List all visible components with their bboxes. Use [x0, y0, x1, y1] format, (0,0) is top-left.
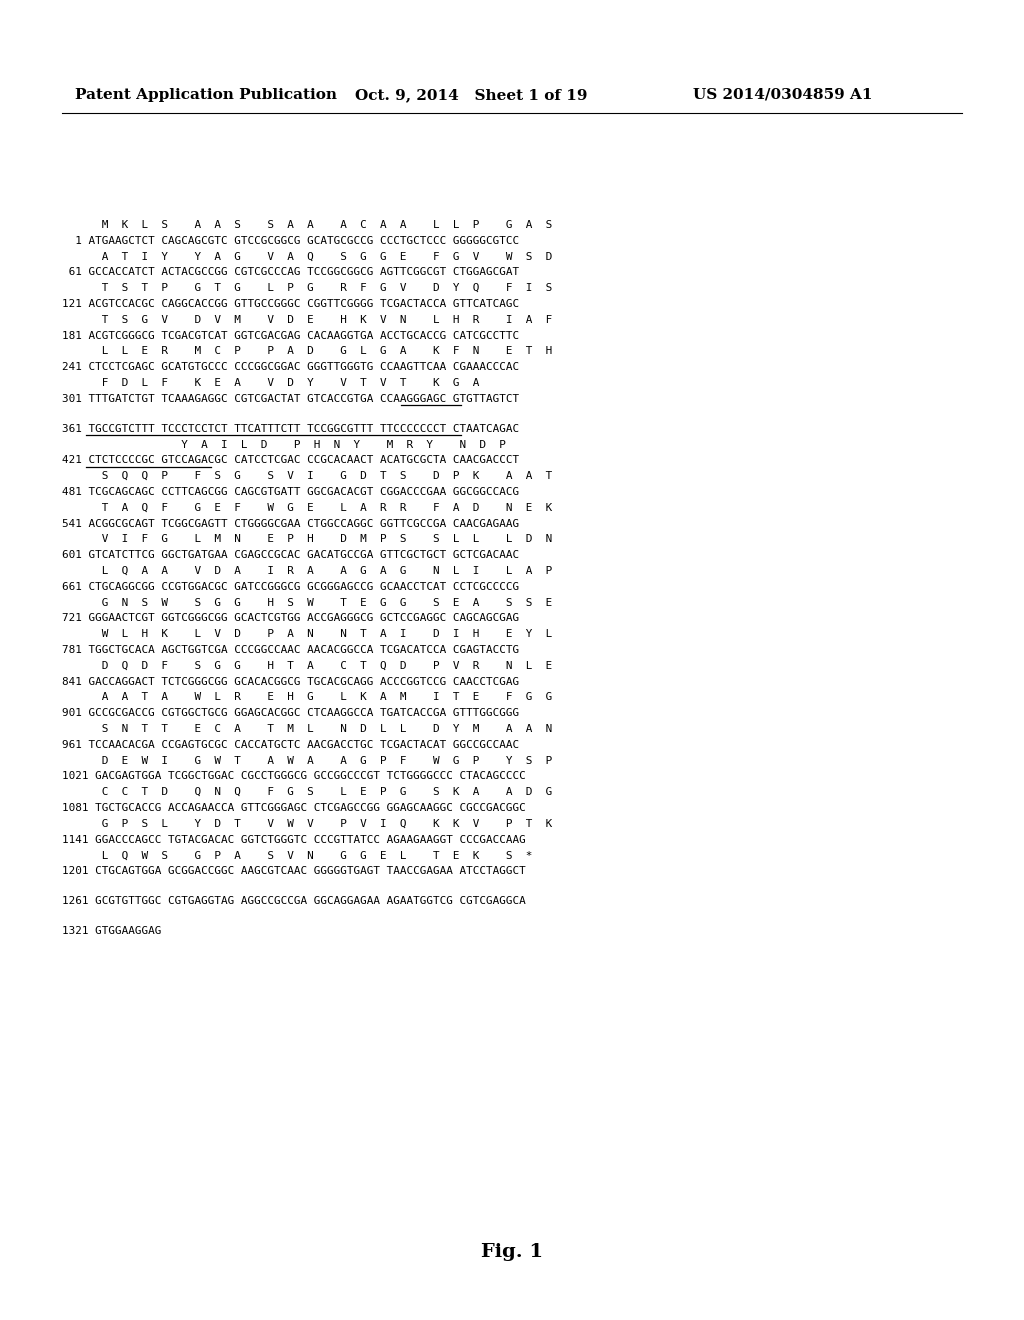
Text: 721 GGGAACTCGT GGTCGGGCGG GCACTCGTGG ACCGAGGGCG GCTCCGAGGC CAGCAGCGAG: 721 GGGAACTCGT GGTCGGGCGG GCACTCGTGG ACC…	[62, 614, 519, 623]
Text: US 2014/0304859 A1: US 2014/0304859 A1	[693, 88, 872, 102]
Text: G  P  S  L    Y  D  T    V  W  V    P  V  I  Q    K  K  V    P  T  K: G P S L Y D T V W V P V I Q K K V P T K	[62, 818, 552, 829]
Text: A  T  I  Y    Y  A  G    V  A  Q    S  G  G  E    F  G  V    W  S  D: A T I Y Y A G V A Q S G G E F G V W S D	[62, 252, 552, 261]
Text: 301 TTTGATCTGT TCAAAGAGGC CGTCGACTAT GTCACCGTGA CCAAGGGAGC GTGTTAGTCT: 301 TTTGATCTGT TCAAAGAGGC CGTCGACTAT GTC…	[62, 393, 519, 404]
Text: 1141 GGACCCAGCC TGTACGACAC GGTCTGGGTC CCCGTTATCC AGAAGAAGGT CCCGACCAAG: 1141 GGACCCAGCC TGTACGACAC GGTCTGGGTC CC…	[62, 834, 525, 845]
Text: T  S  G  V    D  V  M    V  D  E    H  K  V  N    L  H  R    I  A  F: T S G V D V M V D E H K V N L H R I A F	[62, 314, 552, 325]
Text: L  Q  A  A    V  D  A    I  R  A    A  G  A  G    N  L  I    L  A  P: L Q A A V D A I R A A G A G N L I L A P	[62, 566, 552, 576]
Text: L  Q  W  S    G  P  A    S  V  N    G  G  E  L    T  E  K    S  *: L Q W S G P A S V N G G E L T E K S *	[62, 850, 532, 861]
Text: 1 ATGAAGCTCT CAGCAGCGTC GTCCGCGGCG GCATGCGCCG CCCTGCTCCC GGGGGCGTCC: 1 ATGAAGCTCT CAGCAGCGTC GTCCGCGGCG GCATG…	[62, 236, 519, 246]
Text: D  E  W  I    G  W  T    A  W  A    A  G  P  F    W  G  P    Y  S  P: D E W I G W T A W A A G P F W G P Y S P	[62, 755, 552, 766]
Text: 1081 TGCTGCACCG ACCAGAACCA GTTCGGGAGC CTCGAGCCGG GGAGCAAGGC CGCCGACGGC: 1081 TGCTGCACCG ACCAGAACCA GTTCGGGAGC CT…	[62, 803, 525, 813]
Text: 1201 CTGCAGTGGA GCGGACCGGC AAGCGTCAAC GGGGGTGAGT TAACCGAGAA ATCCTAGGCT: 1201 CTGCAGTGGA GCGGACCGGC AAGCGTCAAC GG…	[62, 866, 525, 876]
Text: L  L  E  R    M  C  P    P  A  D    G  L  G  A    K  F  N    E  T  H: L L E R M C P P A D G L G A K F N E T H	[62, 346, 552, 356]
Text: W  L  H  K    L  V  D    P  A  N    N  T  A  I    D  I  H    E  Y  L: W L H K L V D P A N N T A I D I H E Y L	[62, 630, 552, 639]
Text: Oct. 9, 2014   Sheet 1 of 19: Oct. 9, 2014 Sheet 1 of 19	[355, 88, 588, 102]
Text: T  S  T  P    G  T  G    L  P  G    R  F  G  V    D  Y  Q    F  I  S: T S T P G T G L P G R F G V D Y Q F I S	[62, 284, 552, 293]
Text: S  N  T  T    E  C  A    T  M  L    N  D  L  L    D  Y  M    A  A  N: S N T T E C A T M L N D L L D Y M A A N	[62, 723, 552, 734]
Text: 481 TCGCAGCAGC CCTTCAGCGG CAGCGTGATT GGCGACACGT CGGACCCGAA GGCGGCCACG: 481 TCGCAGCAGC CCTTCAGCGG CAGCGTGATT GGC…	[62, 487, 519, 498]
Text: M  K  L  S    A  A  S    S  A  A    A  C  A  A    L  L  P    G  A  S: M K L S A A S S A A A C A A L L P G A S	[62, 220, 552, 230]
Text: 601 GTCATCTTCG GGCTGATGAA CGAGCCGCAC GACATGCCGA GTTCGCTGCT GCTCGACAAC: 601 GTCATCTTCG GGCTGATGAA CGAGCCGCAC GAC…	[62, 550, 519, 560]
Text: 61 GCCACCATCT ACTACGCCGG CGTCGCCCAG TCCGGCGGCG AGTTCGGCGT CTGGAGCGAT: 61 GCCACCATCT ACTACGCCGG CGTCGCCCAG TCCG…	[62, 268, 519, 277]
Text: 901 GCCGCGACCG CGTGGCTGCG GGAGCACGGC CTCAAGGCCA TGATCACCGA GTTTGGCGGG: 901 GCCGCGACCG CGTGGCTGCG GGAGCACGGC CTC…	[62, 709, 519, 718]
Text: 781 TGGCTGCACA AGCTGGTCGA CCCGGCCAAC AACACGGCCA TCGACATCCA CGAGTACCTG: 781 TGGCTGCACA AGCTGGTCGA CCCGGCCAAC AAC…	[62, 645, 519, 655]
Text: G  N  S  W    S  G  G    H  S  W    T  E  G  G    S  E  A    S  S  E: G N S W S G G H S W T E G G S E A S S E	[62, 598, 552, 607]
Text: V  I  F  G    L  M  N    E  P  H    D  M  P  S    S  L  L    L  D  N: V I F G L M N E P H D M P S S L L L D N	[62, 535, 552, 544]
Text: 661 CTGCAGGCGG CCGTGGACGC GATCCGGGCG GCGGGAGCCG GCAACCTCAT CCTCGCCCCG: 661 CTGCAGGCGG CCGTGGACGC GATCCGGGCG GCG…	[62, 582, 519, 591]
Text: 1321 GTGGAAGGAG: 1321 GTGGAAGGAG	[62, 927, 162, 936]
Text: 241 CTCCTCGAGC GCATGTGCCC CCCGGCGGAC GGGTTGGGTG CCAAGTTCAA CGAAACCCAC: 241 CTCCTCGAGC GCATGTGCCC CCCGGCGGAC GGG…	[62, 362, 519, 372]
Text: Patent Application Publication: Patent Application Publication	[75, 88, 337, 102]
Text: T  A  Q  F    G  E  F    W  G  E    L  A  R  R    F  A  D    N  E  K: T A Q F G E F W G E L A R R F A D N E K	[62, 503, 552, 512]
Text: 961 TCCAACACGA CCGAGTGCGC CACCATGCTC AACGACCTGC TCGACTACAT GGCCGCCAAC: 961 TCCAACACGA CCGAGTGCGC CACCATGCTC AAC…	[62, 739, 519, 750]
Text: C  C  T  D    Q  N  Q    F  G  S    L  E  P  G    S  K  A    A  D  G: C C T D Q N Q F G S L E P G S K A A D G	[62, 787, 552, 797]
Text: 541 ACGGCGCAGT TCGGCGAGTT CTGGGGCGAA CTGGCCAGGC GGTTCGCCGA CAACGAGAAG: 541 ACGGCGCAGT TCGGCGAGTT CTGGGGCGAA CTG…	[62, 519, 519, 528]
Text: 1021 GACGAGTGGA TCGGCTGGAC CGCCTGGGCG GCCGGCCCGT TCTGGGGCCC CTACAGCCCC: 1021 GACGAGTGGA TCGGCTGGAC CGCCTGGGCG GC…	[62, 771, 525, 781]
Text: Fig. 1: Fig. 1	[481, 1243, 543, 1261]
Text: 841 GACCAGGACT TCTCGGGCGG GCACACGGCG TGCACGCAGG ACCCGGTCCG CAACCTCGAG: 841 GACCAGGACT TCTCGGGCGG GCACACGGCG TGC…	[62, 677, 519, 686]
Text: 361 TGCCGTCTTT TCCCTCCTCT TTCATTTCTT TCCGGCGTTT TTCCCCCCCT CTAATCAGAC: 361 TGCCGTCTTT TCCCTCCTCT TTCATTTCTT TCC…	[62, 424, 519, 434]
Text: F  D  L  F    K  E  A    V  D  Y    V  T  V  T    K  G  A: F D L F K E A V D Y V T V T K G A	[62, 378, 479, 388]
Text: 181 ACGTCGGGCG TCGACGTCAT GGTCGACGAG CACAAGGTGA ACCTGCACCG CATCGCCTTC: 181 ACGTCGGGCG TCGACGTCAT GGTCGACGAG CAC…	[62, 330, 519, 341]
Text: 1261 GCGTGTTGGC CGTGAGGTAG AGGCCGCCGA GGCAGGAGAA AGAATGGTCG CGTCGAGGCA: 1261 GCGTGTTGGC CGTGAGGTAG AGGCCGCCGA GG…	[62, 896, 525, 907]
Text: 121 ACGTCCACGC CAGGCACCGG GTTGCCGGGC CGGTTCGGGG TCGACTACCA GTTCATCAGC: 121 ACGTCCACGC CAGGCACCGG GTTGCCGGGC CGG…	[62, 300, 519, 309]
Text: S  Q  Q  P    F  S  G    S  V  I    G  D  T  S    D  P  K    A  A  T: S Q Q P F S G S V I G D T S D P K A A T	[62, 471, 552, 482]
Text: 421 CTCTCCCCGC GTCCAGACGC CATCCTCGAC CCGCACAACT ACATGCGCTA CAACGACCCT: 421 CTCTCCCCGC GTCCAGACGC CATCCTCGAC CCG…	[62, 455, 519, 466]
Text: Y  A  I  L  D    P  H  N  Y    M  R  Y    N  D  P: Y A I L D P H N Y M R Y N D P	[62, 440, 506, 450]
Text: D  Q  D  F    S  G  G    H  T  A    C  T  Q  D    P  V  R    N  L  E: D Q D F S G G H T A C T Q D P V R N L E	[62, 661, 552, 671]
Text: A  A  T  A    W  L  R    E  H  G    L  K  A  M    I  T  E    F  G  G: A A T A W L R E H G L K A M I T E F G G	[62, 693, 552, 702]
